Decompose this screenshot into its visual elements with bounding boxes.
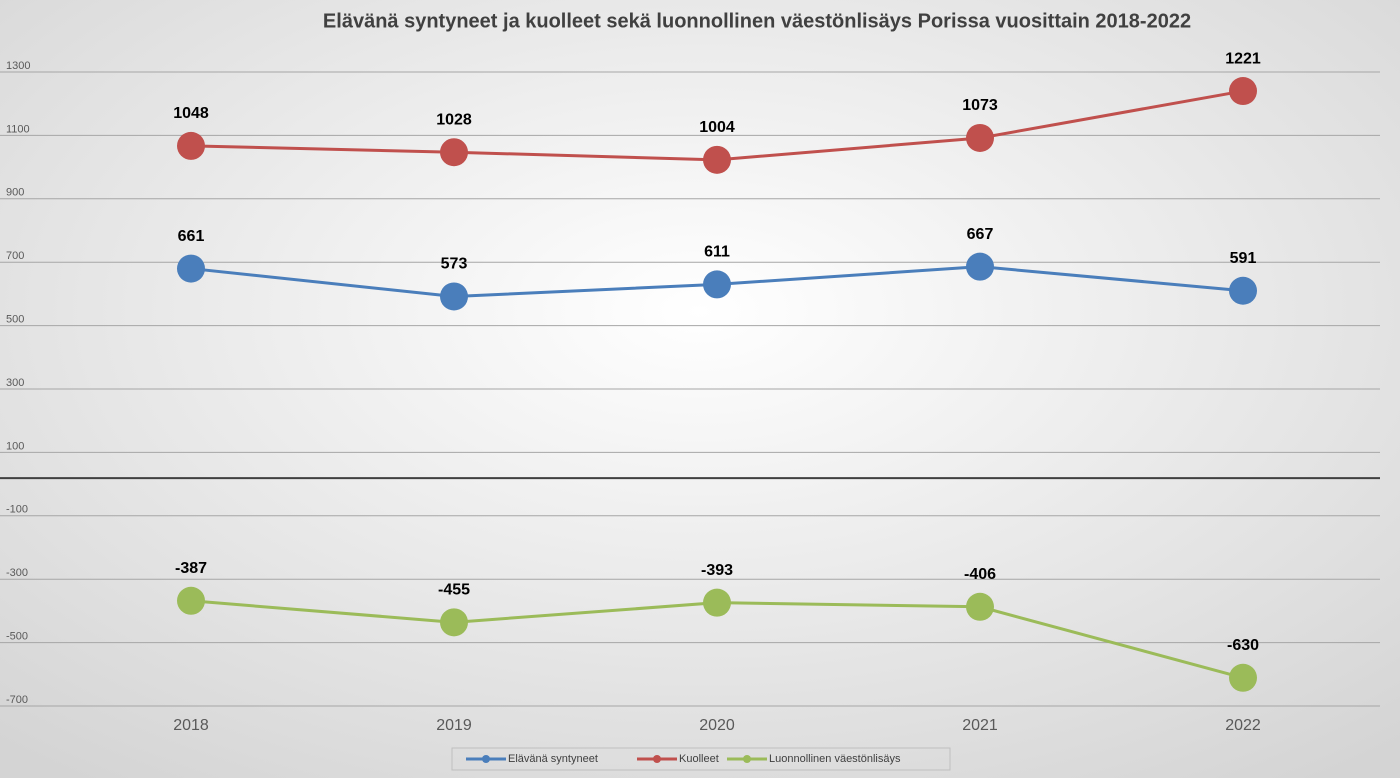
point [440,138,468,167]
legend-marker [743,755,751,763]
y-tick-label: -500 [6,631,28,643]
y-tick-label: -700 [6,694,28,706]
x-tick-label: 2018 [173,717,209,734]
y-tick-label: 700 [6,250,24,262]
value-label: -406 [964,566,996,583]
point [177,586,205,615]
value-label: -630 [1227,637,1259,654]
value-label: 591 [1230,250,1257,267]
point [703,270,731,299]
value-label: -387 [175,560,207,577]
point [966,123,994,152]
value-label: 661 [178,228,205,245]
value-label: -393 [701,562,733,579]
y-tick-label: 500 [6,314,24,326]
value-label: 1073 [962,97,998,114]
point [1229,77,1257,106]
y-tick-label: 300 [6,377,24,389]
legend-label: Kuolleet [679,753,719,765]
x-tick-label: 2022 [1225,717,1261,734]
value-label: 1048 [173,105,209,122]
legend-label: Elävänä syntyneet [508,753,598,765]
y-tick-label: 100 [6,440,24,452]
point [703,588,731,617]
point [1229,663,1257,692]
chart-title: Elävänä syntyneet ja kuolleet sekä luonn… [323,10,1191,32]
value-label: 667 [967,226,994,243]
legend-marker [482,755,490,763]
point [440,608,468,637]
legend-marker [653,755,661,763]
point [966,592,994,621]
point [440,282,468,311]
value-label: 1028 [436,111,472,128]
value-label: 1004 [699,119,735,136]
x-tick-label: 2021 [962,717,998,734]
y-tick-label: 1100 [6,123,30,135]
y-tick-label: 900 [6,187,24,199]
value-label: 1221 [1225,50,1261,67]
y-tick-label: -300 [6,567,28,579]
point [177,254,205,283]
point [703,145,731,174]
value-label: -455 [438,582,470,599]
y-tick-label: -100 [6,504,28,516]
value-label: 573 [441,256,468,273]
legend-label: Luonnollinen väestönlisäys [769,753,901,765]
x-tick-label: 2019 [436,717,472,734]
point [966,252,994,281]
point [1229,276,1257,305]
legend-box [451,747,951,771]
y-tick-label: 1300 [6,60,30,72]
value-label: 611 [704,244,730,261]
x-tick-label: 2020 [699,717,735,734]
point [177,131,205,160]
